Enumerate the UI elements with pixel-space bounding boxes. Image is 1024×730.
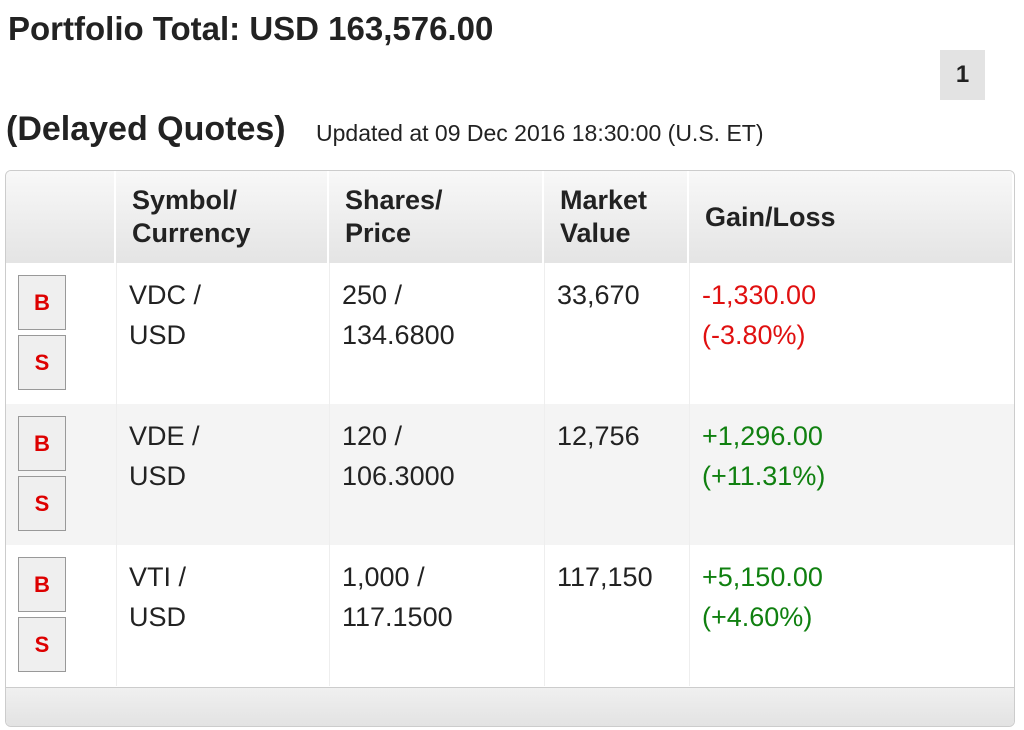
gain-pct: (-3.80%) (702, 320, 806, 350)
sell-button[interactable]: S (18, 617, 66, 672)
header-cell: Market Value (544, 171, 689, 263)
header-cell (6, 171, 116, 263)
header-text: Currency (132, 218, 251, 248)
header-text: Gain/Loss (705, 201, 836, 232)
gain-pct: (+4.60%) (702, 602, 813, 632)
currency: USD (129, 602, 187, 632)
table-footer (6, 687, 1014, 726)
symbol: VTI / (129, 562, 187, 592)
shares: 120 / (342, 421, 403, 451)
sell-button[interactable]: S (18, 335, 66, 390)
header-cell: Shares/Price (329, 171, 544, 263)
table-cell: 12,756 (544, 404, 689, 545)
portfolio-total: Portfolio Total: USD 163,576.00 (8, 10, 494, 47)
header-text: Market (560, 185, 648, 215)
table-cell: 250 / 134.6800 (329, 263, 544, 404)
table-cell: VDC / USD (116, 263, 329, 404)
header-cell: Gain/Loss (689, 171, 1014, 263)
table-cell: -1,330.00 (-3.80%) (689, 263, 1014, 404)
quotes-table: Symbol/Currency Shares/Price Market Value Ga… (5, 170, 1015, 727)
shares: 250 / (342, 280, 403, 310)
symbol: VDC / (129, 280, 202, 310)
market-value: 12,756 (557, 421, 640, 451)
buy-button[interactable]: B (18, 275, 66, 330)
gain: +5,150.00 (702, 562, 823, 592)
header-text: Value (560, 218, 631, 248)
currency: USD (129, 461, 187, 491)
header-cell: Symbol/Currency (116, 171, 329, 263)
buy-button[interactable]: B (18, 416, 66, 471)
table-row: B S VTI / USD 1,000 / 117.1500 117,150 +5,150.0… (6, 545, 1014, 686)
header-text: Shares/ (345, 185, 443, 215)
table-row: B S VDE / USD 120 / 106.3000 12,756 +1,296.00 (+… (6, 404, 1014, 545)
buy-button[interactable]: B (18, 557, 66, 612)
market-value: 117,150 (557, 562, 653, 592)
table-cell: VTI / USD (116, 545, 329, 686)
table-cell: +1,296.00 (+11.31%) (689, 404, 1014, 545)
gain: +1,296.00 (702, 421, 823, 451)
price: 106.3000 (342, 461, 455, 491)
updated-time: Updated at 09 Dec 2016 18:30:00 (U.S. ET… (316, 120, 764, 146)
table-cell: 117,150 (544, 545, 689, 686)
table-row: B S VDC / USD 250 / 134.6800 33,670 -1,330.00 (-… (6, 263, 1014, 404)
header-text: Price (345, 218, 412, 248)
table-cell: +5,150.00 (+4.60%) (689, 545, 1014, 686)
symbol: VDE / (129, 421, 200, 451)
table-cell: 33,670 (544, 263, 689, 404)
gain-pct: (+11.31%) (702, 461, 826, 491)
quotes-heading: (Delayed Quotes) (6, 110, 286, 148)
table-cell: 120 / 106.3000 (329, 404, 544, 545)
shares: 1,000 / (342, 562, 425, 592)
header-text: Symbol/ (132, 185, 238, 215)
market-value: 33,670 (557, 280, 640, 310)
sell-button[interactable]: S (18, 476, 66, 531)
page-button[interactable]: 1 (940, 50, 985, 100)
table-cell: 1,000 / 117.1500 (329, 545, 544, 686)
price: 117.1500 (342, 602, 453, 632)
currency: USD (129, 320, 187, 350)
price: 134.6800 (342, 320, 455, 350)
table-cell: VDE / USD (116, 404, 329, 545)
gain: -1,330.00 (702, 280, 817, 310)
